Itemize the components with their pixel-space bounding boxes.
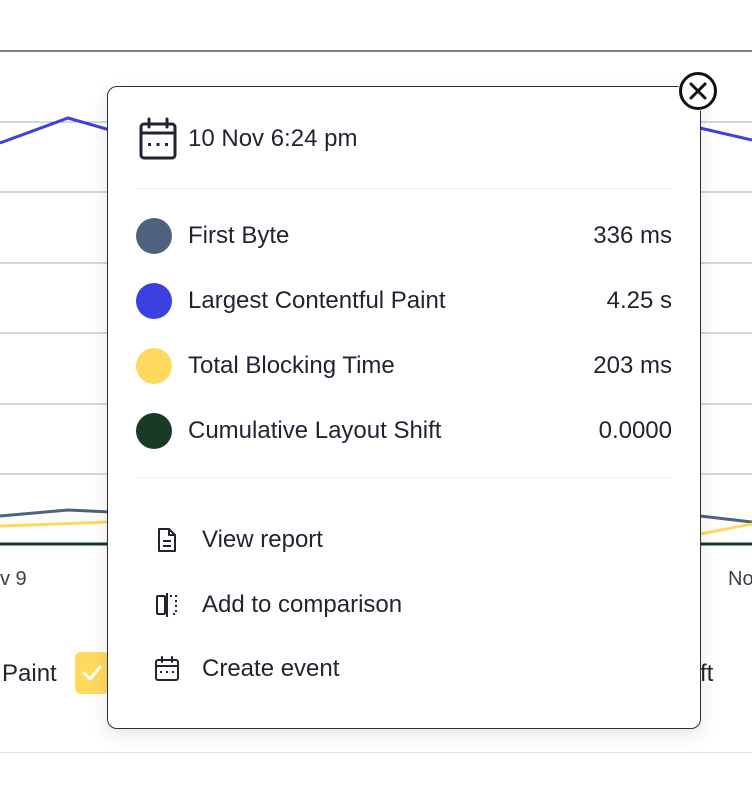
metric-name: Cumulative Layout Shift (188, 417, 442, 444)
series-color-dot (136, 283, 172, 319)
section-divider (0, 752, 752, 753)
popover-date-header: 10 Nov 6:24 pm (138, 117, 357, 161)
legend-label-cls: ft (700, 660, 714, 687)
metric-name: First Byte (188, 222, 290, 249)
calendar-icon (152, 654, 182, 684)
metric-value: 336 ms (593, 222, 672, 249)
x-axis-tick-label: No (728, 568, 752, 590)
first-byte-series-line (699, 514, 752, 524)
view-report-button[interactable]: View report (152, 520, 652, 560)
data-point-popover: 10 Nov 6:24 pm First Byte 336 ms Largest… (107, 86, 701, 729)
metric-row-first-byte: First Byte 336 ms (136, 216, 672, 256)
series-color-dot (136, 218, 172, 254)
close-popover-button[interactable] (678, 71, 718, 111)
compare-icon (152, 590, 182, 620)
lcp-series-line (0, 116, 111, 145)
lcp-series-line (699, 126, 752, 142)
document-icon (152, 525, 182, 555)
metric-name: Largest Contentful Paint (188, 287, 446, 314)
tbt-series-line (699, 522, 752, 536)
popover-divider (136, 188, 672, 189)
view-report-label: View report (202, 526, 323, 553)
create-event-button[interactable]: Create event (152, 649, 652, 689)
metric-name: Total Blocking Time (188, 352, 395, 379)
x-axis-tick-label: v 9 (0, 568, 27, 590)
metric-row-lcp: Largest Contentful Paint 4.25 s (136, 281, 672, 321)
popover-divider (136, 477, 672, 478)
first-byte-series-line (0, 508, 111, 518)
series-color-dot (136, 348, 172, 384)
metric-value: 0.0000 (598, 417, 672, 444)
metric-row-tbt: Total Blocking Time 203 ms (136, 346, 672, 386)
add-to-comparison-button[interactable]: Add to comparison (152, 585, 652, 625)
close-circle-icon (679, 72, 717, 110)
calendar-icon (139, 117, 177, 160)
legend-label-lcp: Paint (2, 660, 57, 687)
checkmark-icon (82, 665, 102, 681)
legend-checkbox-tbt[interactable] (75, 652, 109, 694)
metric-row-cls: Cumulative Layout Shift 0.0000 (136, 411, 672, 451)
metric-value: 4.25 s (606, 287, 672, 314)
series-color-dot (136, 413, 172, 449)
add-to-comparison-label: Add to comparison (202, 591, 403, 618)
popover-date: 10 Nov 6:24 pm (188, 125, 358, 152)
metric-value: 203 ms (593, 352, 672, 379)
tbt-series-line (0, 520, 111, 528)
create-event-label: Create event (202, 655, 340, 682)
